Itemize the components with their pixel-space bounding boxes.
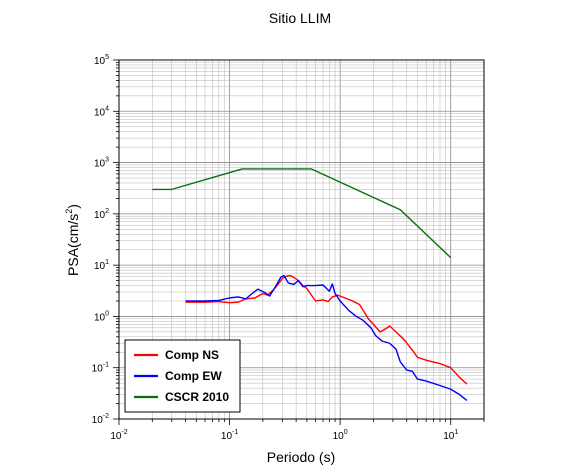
chart-title: Sitio LLIM xyxy=(269,10,331,26)
x-tick-label-exponent: -1 xyxy=(232,429,238,436)
x-tick-label-exponent: 0 xyxy=(344,429,348,436)
x-tick-label-base: 10 xyxy=(333,431,345,442)
y-tick-label: 100 xyxy=(94,310,109,323)
y-tick-label-base: 10 xyxy=(94,159,106,170)
y-tick-label-exponent: -2 xyxy=(103,413,109,420)
x-tick-label: 10-1 xyxy=(221,429,238,442)
series-line-3 xyxy=(152,168,452,259)
y-tick-label-exponent: 4 xyxy=(105,105,109,112)
y-tick-label: 10-2 xyxy=(92,413,109,426)
y-tick-label-base: 10 xyxy=(92,364,104,375)
x-tick-label: 100 xyxy=(333,429,348,442)
y-tick-label: 102 xyxy=(94,208,109,221)
legend-label: Comp EW xyxy=(165,369,222,383)
legend-label: CSCR 2010 xyxy=(165,390,229,404)
legend: Comp NS Comp EW CSCR 2010 xyxy=(124,339,241,413)
y-tick-label: 104 xyxy=(94,105,109,118)
series-line-2 xyxy=(185,274,468,401)
y-tick-label-exponent: -1 xyxy=(103,362,109,369)
x-tick-label-exponent: 1 xyxy=(454,429,458,436)
y-tick-label: 103 xyxy=(94,157,109,170)
plot-frame xyxy=(118,59,485,420)
series-line-1 xyxy=(185,274,468,385)
y-axis-label-base: PSA(cm/s xyxy=(65,214,81,276)
y-tick-label-base: 10 xyxy=(92,415,104,426)
y-tick-label-exponent: 2 xyxy=(105,208,109,215)
series-lines xyxy=(152,168,468,401)
y-tick-label: 10-1 xyxy=(92,362,109,375)
x-axis-label: Periodo (s) xyxy=(267,449,335,465)
legend-label: Comp NS xyxy=(165,348,219,362)
y-tick-label-base: 10 xyxy=(94,261,106,272)
y-tick-label-exponent: 3 xyxy=(105,157,109,164)
y-tick-label-base: 10 xyxy=(94,56,106,67)
x-tick-label-base: 10 xyxy=(110,431,122,442)
y-tick-label-exponent: 0 xyxy=(105,310,109,317)
y-axis-label-close: ) xyxy=(65,204,81,209)
x-tick-label: 101 xyxy=(443,429,458,442)
y-tick-label: 105 xyxy=(94,54,109,67)
x-tick-label-base: 10 xyxy=(221,431,233,442)
y-tick-label-exponent: 1 xyxy=(105,259,109,266)
y-axis-label: PSA(cm/s2) xyxy=(64,204,81,276)
y-tick-label: 101 xyxy=(94,259,109,272)
x-tick-label-base: 10 xyxy=(443,431,455,442)
y-tick-label-exponent: 5 xyxy=(105,54,109,61)
y-tick-label-base: 10 xyxy=(94,210,106,221)
y-tick-label-base: 10 xyxy=(94,312,106,323)
x-tick-label: 10-2 xyxy=(110,429,127,442)
y-axis-label-sup: 2 xyxy=(64,209,74,214)
grid xyxy=(118,59,485,420)
x-tick-label-exponent: -2 xyxy=(121,429,127,436)
y-tick-label-base: 10 xyxy=(94,107,106,118)
